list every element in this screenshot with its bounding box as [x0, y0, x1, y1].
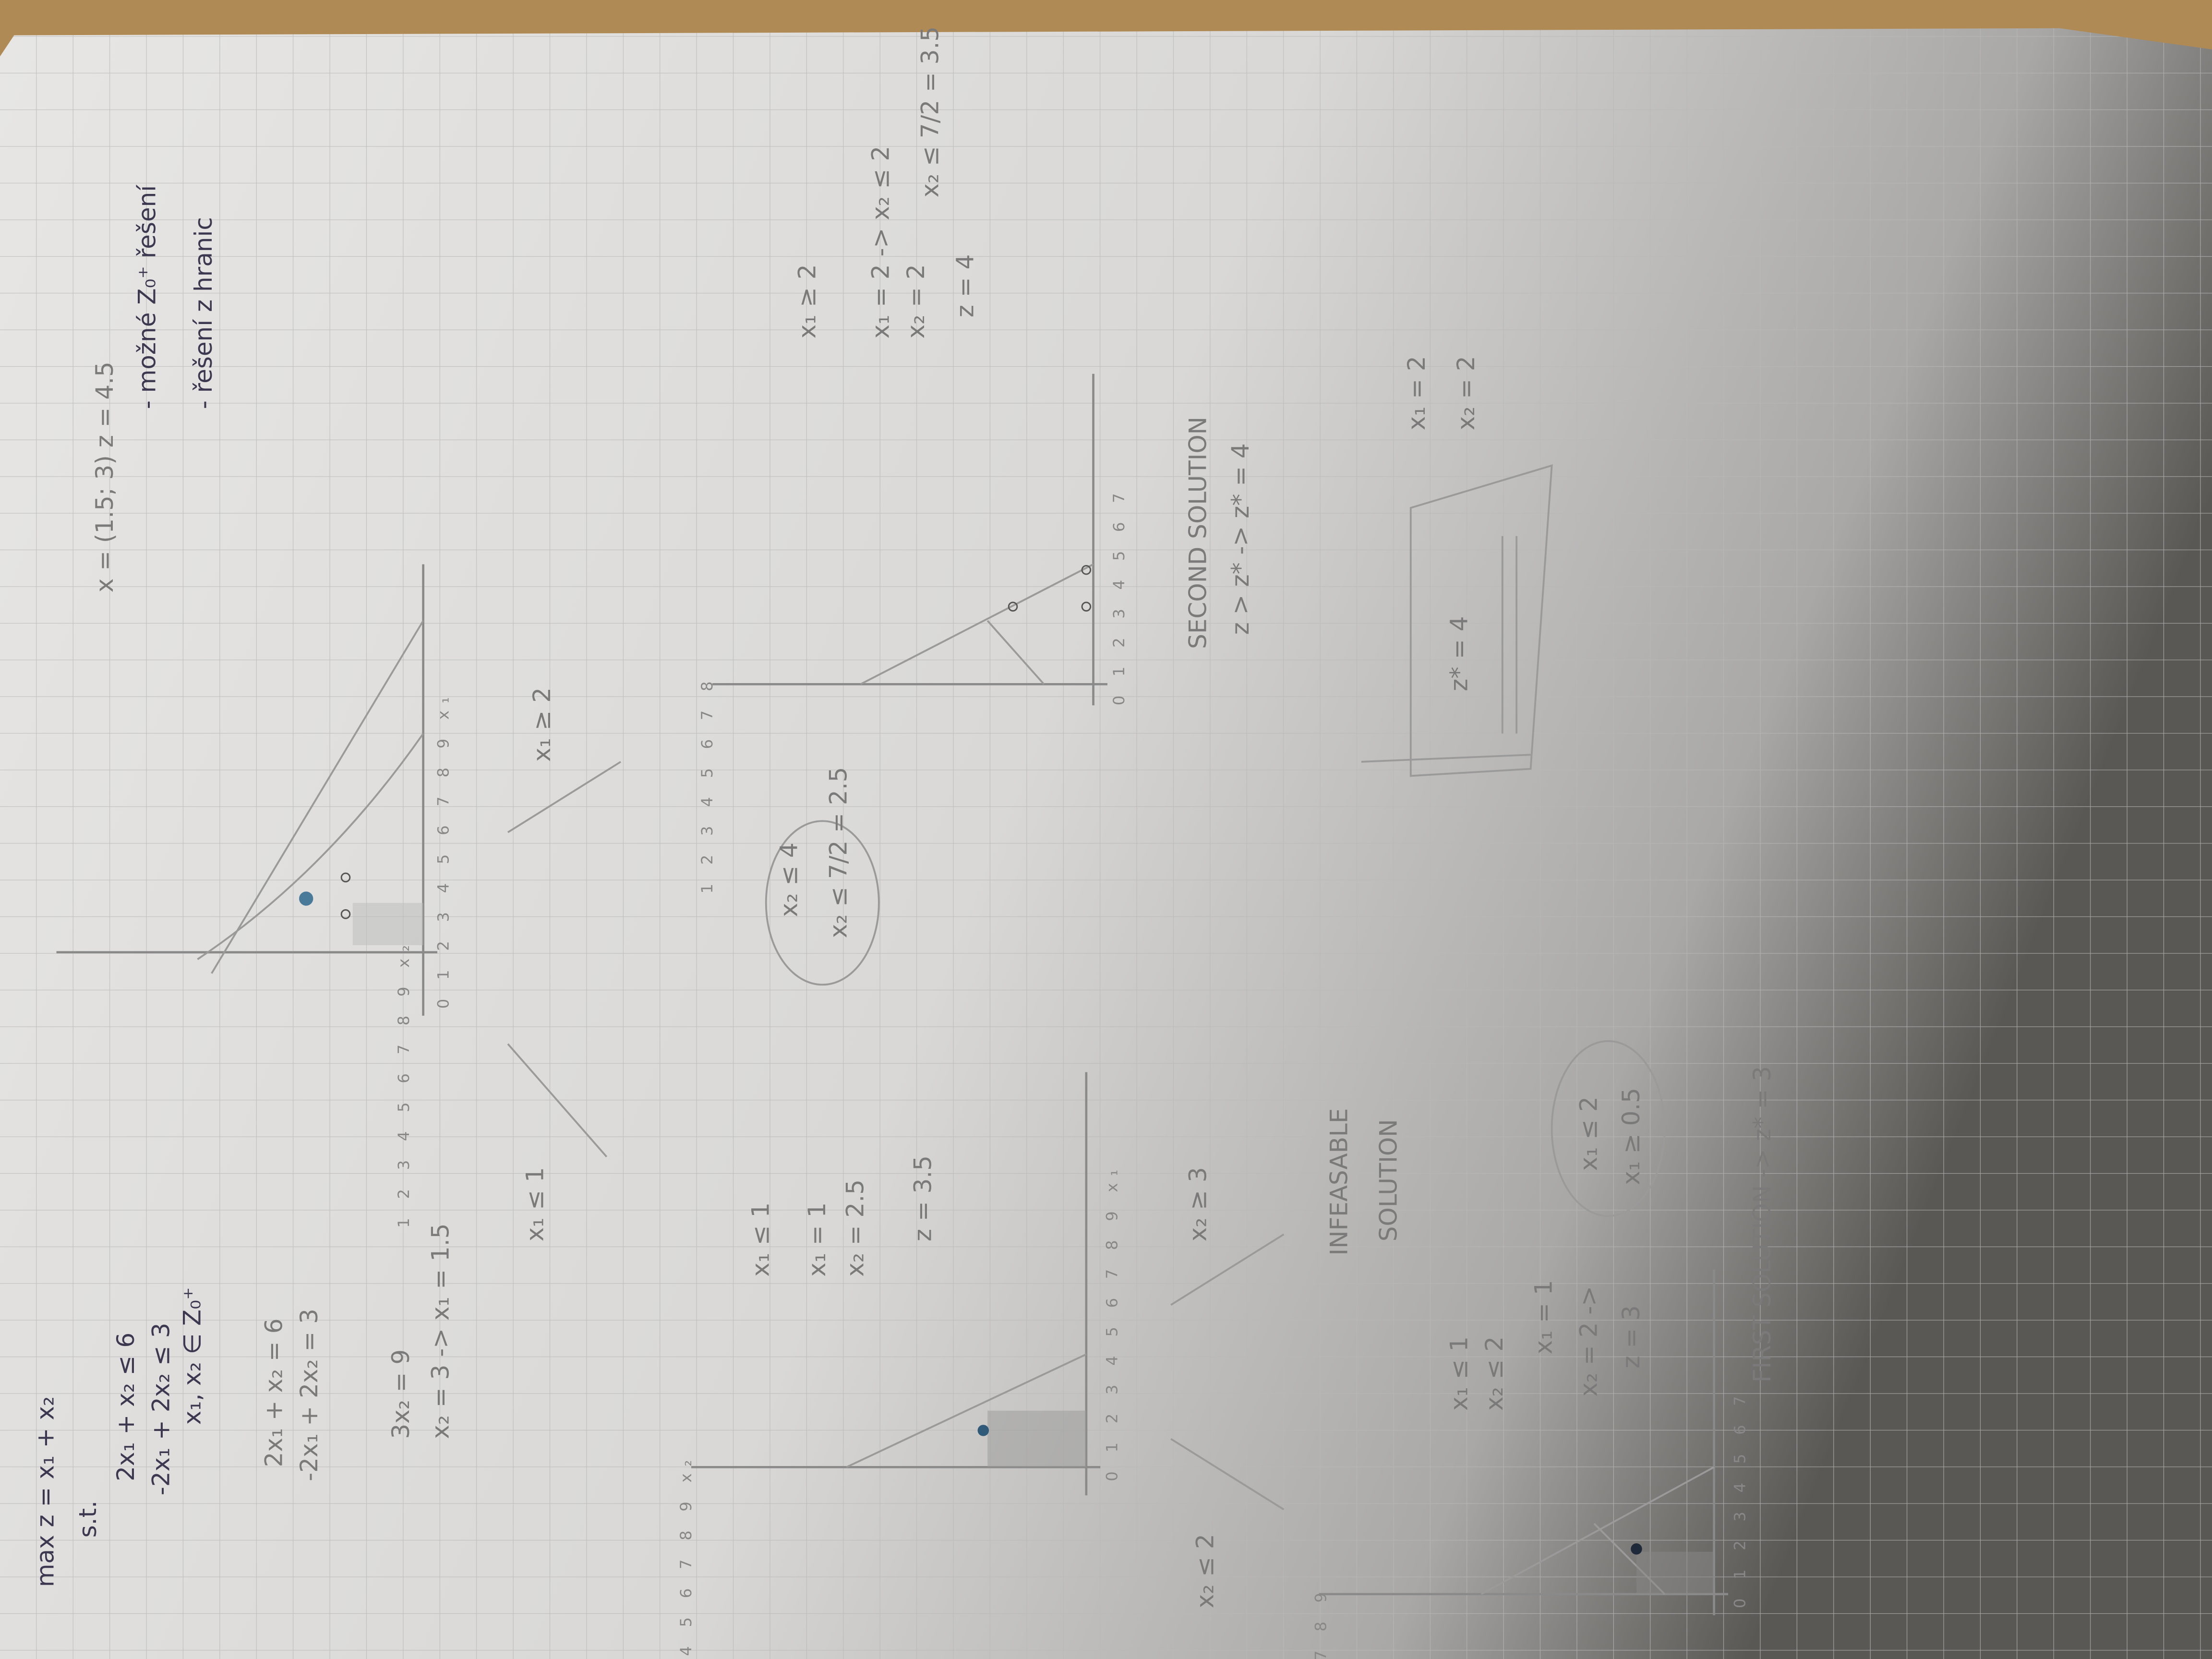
x2-axis-labels: 1 2 3 4 5 6 7 8	[698, 674, 716, 894]
x1-axis-labels: 0 1 2 3 4 5 6 7	[1731, 1389, 1749, 1608]
handwritten-note: SECOND SOLUTION	[1184, 417, 1212, 649]
handwritten-note: INFEASABLE	[1325, 1108, 1353, 1256]
graph-2	[691, 1072, 1285, 1511]
handwritten-note: x₂ ≤ 4	[775, 842, 803, 917]
handwritten-note: x₂ ≤ 2	[1191, 1534, 1219, 1608]
handwritten-note: x₁ ≤ 1	[747, 1202, 775, 1277]
handwritten-note: x₂ = 2.5	[842, 1179, 869, 1277]
handwritten-note: x₂ ≤ 7/2 = 2.5	[824, 767, 852, 938]
handwritten-note: z = 3	[1617, 1305, 1645, 1369]
handwritten-note: z* = 4	[1445, 616, 1473, 691]
handwritten-note: x₁ ≤ 1	[1445, 1336, 1473, 1411]
handwritten-note: x₁ ≥ 2	[793, 264, 821, 338]
handwritten-note: x₂ ≥ 3	[1184, 1167, 1212, 1241]
handwritten-note: max z = x₁ + x₂	[32, 1396, 60, 1587]
x1-axis-labels: 0 1 2 3 4 5 6 7 8 9 x₁	[434, 690, 453, 1009]
handwritten-note: -2x₁ + 2x₂ ≤ 3	[147, 1322, 175, 1495]
handwritten-note: z = 4	[951, 254, 979, 318]
handwritten-note: - řešení z hranic	[190, 217, 217, 409]
handwritten-note: x₁ ≥ 2	[528, 687, 556, 762]
handwritten-note: x₁ = 2	[1403, 356, 1431, 430]
graph-4	[1319, 1269, 1728, 1615]
handwritten-note: x₂ ≤ 7/2 = 3.5	[916, 26, 944, 198]
x2-axis-labels: 1 2 3 4 5 6 7 8 9 x₂	[395, 938, 413, 1227]
x2-axis-labels: 1 2 3 4 5 6 7 8 9	[1311, 1586, 1330, 1659]
x2-axis-labels: 1 2 3 4 5 6 7 8 9 x₂	[677, 1453, 695, 1659]
handwritten-note: z = 3.5	[909, 1155, 937, 1241]
handwritten-note: - možné Z₀⁺ řešení	[133, 184, 161, 409]
handwritten-note: x₁ ≤ 2	[1575, 1096, 1603, 1171]
handwritten-note: x = (1.5; 3) z = 4.5	[91, 361, 119, 592]
handwritten-note: x₂ = 2	[902, 264, 930, 338]
handwritten-note: x₂ = 2	[1452, 356, 1480, 430]
desk	[0, 0, 2212, 57]
x1-axis-labels: 0 1 2 3 4 5 6 7 8 9 x₁	[1103, 1163, 1121, 1481]
handwritten-note: x₁ ≤ 1	[521, 1167, 549, 1241]
handwritten-note: x₂ ≤ 2	[1480, 1336, 1508, 1411]
graph-3	[712, 373, 1107, 706]
handwritten-note: x₂ = 3 -> x₁ = 1.5	[427, 1223, 455, 1439]
handwritten-note: 2x₁ + x₂ = 6	[260, 1318, 288, 1467]
handwritten-note: x₁ ≥ 0.5	[1617, 1088, 1645, 1185]
x1-axis-labels: 0 1 2 3 4 5 6 7	[1110, 486, 1128, 706]
handwritten-note: -2x₁ + 2x₂ = 3	[295, 1309, 323, 1481]
handwritten-note: s.t.	[74, 1501, 102, 1538]
answer-box	[765, 464, 1666, 1217]
handwritten-note: FIRST SOLUTION -> z* = 3	[1748, 1066, 1776, 1382]
handwritten-note: 2x₁ + x₂ ≤ 6	[112, 1333, 140, 1481]
handwritten-note: x₁ = 2 -> x₂ ≤ 2	[866, 146, 894, 338]
handwritten-note: 3x₂ = 9	[387, 1349, 415, 1439]
handwritten-note: x₁ = 1	[803, 1202, 831, 1277]
graph-1	[56, 564, 622, 1158]
handwritten-note: x₁, x₂ ∈ Z₀⁺	[178, 1287, 206, 1425]
handwritten-note: SOLUTION	[1374, 1119, 1402, 1241]
handwritten-note: x₂ = 2 ->	[1575, 1286, 1603, 1397]
handwritten-note: x₁ = 1	[1530, 1280, 1558, 1354]
handwritten-note: z > z* -> z* = 4	[1226, 443, 1254, 635]
